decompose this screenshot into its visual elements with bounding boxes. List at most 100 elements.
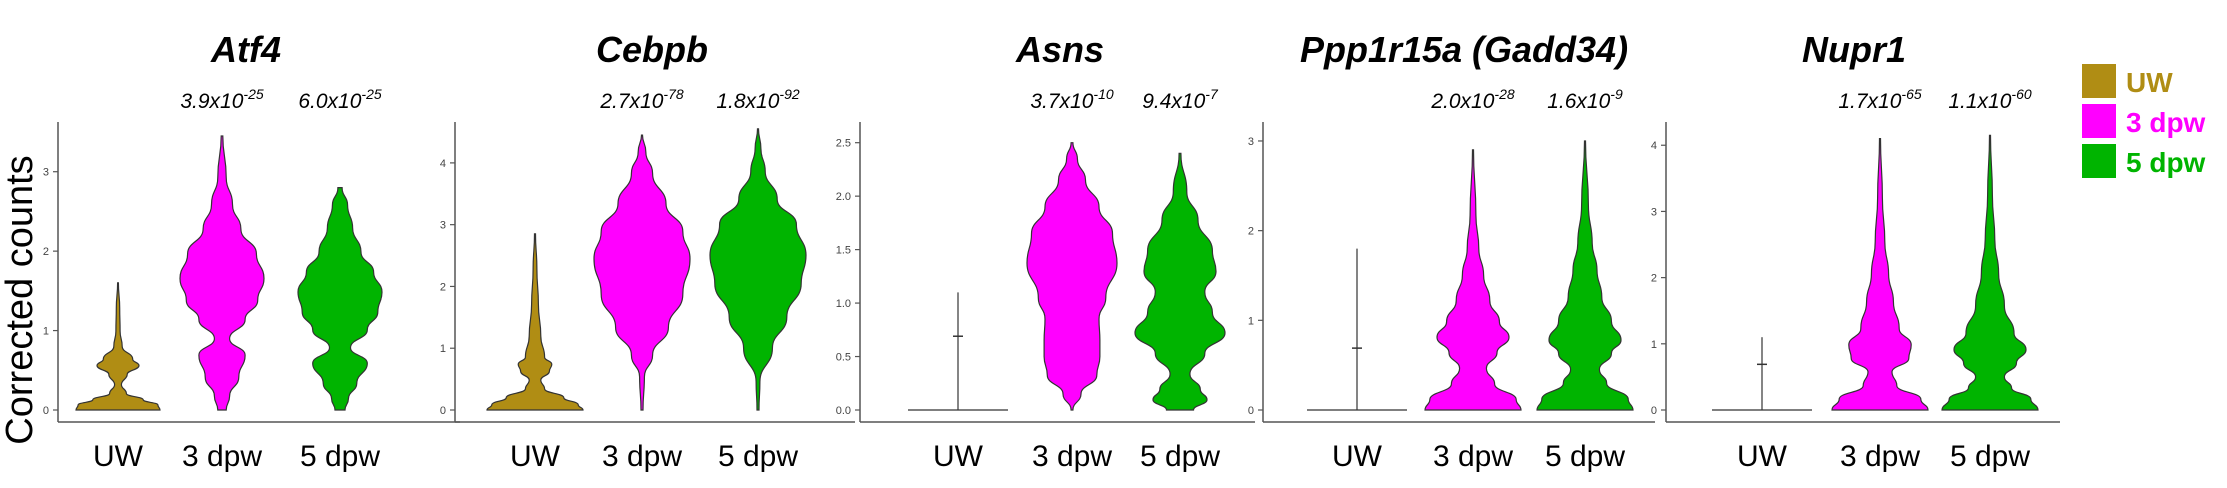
pvalue-base: 3.7x10	[1030, 90, 1093, 113]
violin-3dpw	[1831, 138, 1929, 411]
y-tick-label: 2	[440, 281, 446, 293]
violin-3dpw	[1424, 149, 1522, 411]
y-tick-label: 2	[43, 246, 49, 258]
pvalue-label: 9.4x10-7	[1142, 86, 1219, 113]
pvalue-label: 1.6x10-9	[1547, 86, 1623, 113]
legend-label-uw: UW	[2126, 67, 2173, 98]
y-tick-label: 3	[43, 167, 49, 179]
x-category-label: UW	[1332, 440, 1383, 473]
pvalue-exponent: -25	[243, 86, 263, 102]
pvalue-base: 1.6x10	[1547, 90, 1610, 113]
x-category-label: UW	[510, 440, 561, 473]
violin-uw	[486, 233, 584, 411]
violin-uw	[75, 282, 161, 411]
x-category-label: 3 dpw	[1032, 440, 1112, 473]
violin-5dpw	[1941, 134, 2039, 411]
legend-swatch-uw	[2082, 64, 2116, 98]
x-category-label: 5 dpw	[1140, 440, 1220, 473]
pvalue-base: 1.1x10	[1948, 90, 2011, 113]
violin-3dpw	[593, 134, 691, 411]
legend-label-3dpw: 3 dpw	[2126, 107, 2206, 138]
y-tick-label: 1	[1248, 315, 1254, 327]
y-tick-label: 2.0	[836, 191, 851, 203]
pvalue-base: 3.9x10	[180, 90, 243, 113]
y-tick-label: 1	[1651, 339, 1657, 351]
panel-2: Cebpb 2.7x10-78 1.8x10-92 0 1 2 3 4 UW 3 dpw 5 dpw	[440, 29, 855, 473]
pvalue-exponent: -10	[1093, 86, 1113, 102]
pvalue-label: 1.8x10-92	[716, 86, 800, 113]
x-category-label: 3 dpw	[182, 440, 262, 473]
pvalue-exponent: -25	[361, 86, 381, 102]
pvalue-label: 1.7x10-65	[1838, 86, 1922, 113]
pvalue-base: 9.4x10	[1142, 90, 1205, 113]
y-tick-label: 0	[1248, 405, 1254, 417]
pvalue-exponent: -28	[1494, 86, 1514, 102]
y-tick-label: 1.0	[836, 298, 851, 310]
pvalue-exponent: -78	[663, 86, 683, 102]
violin-5dpw	[1134, 152, 1226, 411]
y-tick-label: 3	[440, 220, 446, 232]
y-tick-label: 0	[440, 405, 446, 417]
violin-3dpw	[179, 135, 265, 411]
x-category-label: UW	[93, 440, 144, 473]
pvalue-base: 2.7x10	[599, 90, 663, 113]
pvalue-exponent: -9	[1610, 86, 1623, 102]
pvalue-exponent: -65	[1901, 86, 1921, 102]
legend-swatch-3dpw	[2082, 104, 2116, 138]
legend-swatch-5dpw	[2082, 144, 2116, 178]
y-tick-label: 4	[1651, 140, 1657, 152]
x-category-label: 3 dpw	[602, 440, 682, 473]
pvalue-label: 1.1x10-60	[1948, 86, 2032, 113]
y-tick-label: 1	[43, 326, 49, 338]
y-tick-label: 2	[1651, 273, 1657, 285]
y-tick-label: 1	[440, 343, 446, 355]
pvalue-exponent: -92	[779, 86, 799, 102]
legend: UW 3 dpw 5 dpw	[2082, 64, 2206, 178]
panel-4: Ppp1r15a (Gadd34) 2.0x10-28 1.6x10-9 0 1 2 3 UW…	[1248, 29, 1655, 473]
y-tick-label: 2	[1248, 226, 1254, 238]
pvalue-base: 1.8x10	[716, 90, 779, 113]
pvalue-exponent: -60	[2011, 86, 2031, 102]
y-axis-label: Corrected counts	[0, 155, 41, 444]
x-category-label: 5 dpw	[1545, 440, 1625, 473]
y-tick-label: 0	[1651, 405, 1657, 417]
panel-title: Atf4	[210, 29, 281, 70]
pvalue-label: 2.0x10-28	[1430, 86, 1515, 113]
x-category-label: 5 dpw	[718, 440, 798, 473]
y-tick-label: 0.5	[836, 352, 851, 364]
y-tick-label: 1.5	[836, 245, 851, 257]
panel-3: Asns 3.7x10-10 9.4x10-7 0.0 0.5 1.0 1.5 2.0 2.5 U…	[836, 29, 1255, 473]
panel-title: Ppp1r15a (Gadd34)	[1300, 29, 1628, 70]
panel-title: Asns	[1015, 29, 1104, 70]
pvalue-base: 6.0x10	[298, 90, 361, 113]
y-tick-label: 0.0	[836, 405, 851, 417]
pvalue-label: 6.0x10-25	[298, 86, 382, 113]
x-category-label: UW	[1737, 440, 1788, 473]
violin-5dpw	[1536, 140, 1634, 411]
x-category-label: 5 dpw	[1950, 440, 2030, 473]
x-category-label: 5 dpw	[300, 440, 380, 473]
panel-title: Nupr1	[1802, 29, 1906, 70]
y-tick-label: 0	[43, 405, 49, 417]
violin-3dpw	[1026, 142, 1118, 411]
panel-5: Nupr1 1.7x10-65 1.1x10-60 0 1 2 3 4 UW 3 dpw 5 dpw	[1651, 29, 2060, 473]
y-tick-label: 2.5	[836, 138, 851, 150]
y-tick-label: 3	[1248, 136, 1254, 148]
violin-5dpw	[297, 186, 383, 411]
x-category-label: 3 dpw	[1840, 440, 1920, 473]
panel-title: Cebpb	[596, 29, 708, 70]
pvalue-base: 1.7x10	[1838, 90, 1901, 113]
y-tick-label: 4	[440, 158, 446, 170]
pvalue-label: 3.7x10-10	[1030, 86, 1114, 113]
pvalue-label: 3.9x10-25	[180, 86, 264, 113]
legend-label-5dpw: 5 dpw	[2126, 147, 2206, 178]
pvalue-label: 2.7x10-78	[599, 86, 684, 113]
y-tick-label: 3	[1651, 206, 1657, 218]
x-category-label: 3 dpw	[1433, 440, 1513, 473]
x-category-label: UW	[933, 440, 984, 473]
pvalue-exponent: -7	[1205, 86, 1219, 102]
pvalue-base: 2.0x10	[1430, 90, 1494, 113]
